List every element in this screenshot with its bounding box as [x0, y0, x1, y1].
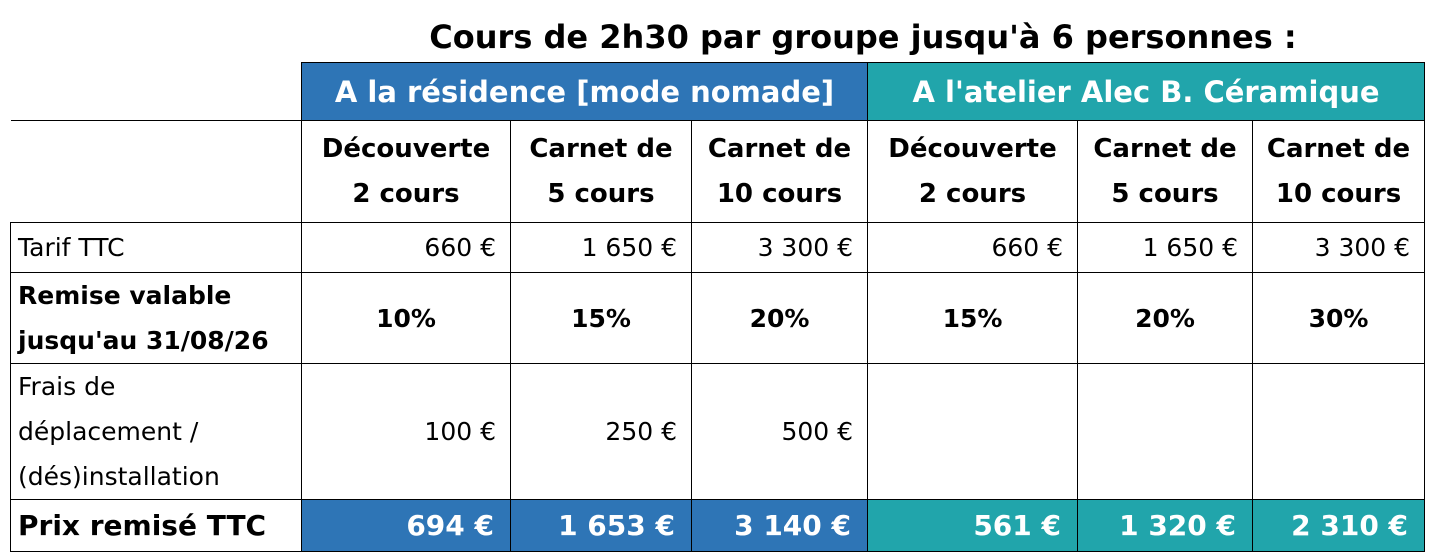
column-header-carnet5-atelier: Carnet de 5 cours [1077, 120, 1254, 223]
row-label-line3: (dés)installation [18, 462, 220, 491]
column-header-line2: 10 cours [716, 178, 843, 209]
column-header-decouverte-atelier: Découverte 2 cours [867, 120, 1079, 223]
cell-frais-value [1077, 363, 1254, 500]
cell-remise-value: 30% [1252, 272, 1426, 364]
row-label-line2: jusqu'au 31/08/26 [18, 326, 269, 355]
column-header-line1: Carnet de [1093, 133, 1237, 164]
cell-remise-value: 20% [690, 272, 869, 364]
column-header-line2: 10 cours [1275, 178, 1402, 209]
column-header-line2: 2 cours [352, 178, 460, 209]
cell-remise-value: 15% [510, 272, 692, 364]
row-label-prix: Prix remisé TTC [10, 499, 302, 552]
column-header-line1: Découverte [888, 133, 1057, 164]
group-header-row: A la résidence [mode nomade] A l'atelier… [10, 62, 1426, 121]
cell-prix-value: 694 € [301, 499, 511, 552]
row-label-frais: Frais de déplacement / (dés)installation [10, 363, 302, 500]
row-label-tarif: Tarif TTC [10, 222, 302, 273]
empty-label-cell [10, 120, 302, 223]
cell-frais-value: 500 € [690, 363, 869, 500]
row-label-line2: déplacement / [18, 417, 199, 446]
cell-prix-value: 1 653 € [510, 499, 692, 552]
column-header-carnet5-residence: Carnet de 5 cours [510, 120, 692, 223]
cell-tarif-value: 1 650 € [1077, 222, 1254, 273]
column-header-row: Découverte 2 cours Carnet de 5 cours Carne… [10, 120, 1426, 223]
column-header-line2: 5 cours [547, 178, 655, 209]
cell-remise-value: 20% [1077, 272, 1254, 364]
page-title: Cours de 2h30 par groupe jusqu'à 6 perso… [429, 18, 1297, 56]
row-label-line1: Remise valable [18, 281, 232, 310]
cell-frais-value: 100 € [301, 363, 511, 500]
column-header-line2: 2 cours [918, 178, 1027, 209]
cell-frais-value [1252, 363, 1426, 500]
column-header-line1: Découverte [321, 133, 491, 164]
row-frais: Frais de déplacement / (dés)installation 1… [10, 363, 1426, 500]
row-tarif: Tarif TTC 660 € 1 650 € 3 300 € 660 € 1 … [10, 222, 1426, 273]
row-prix-remise: Prix remisé TTC 694 € 1 653 € 3 140 € 56… [10, 499, 1426, 552]
cell-prix-value: 561 € [867, 499, 1079, 552]
cell-prix-value: 2 310 € [1252, 499, 1426, 552]
column-header-line1: Carnet de [707, 133, 852, 164]
row-label-line1: Frais de [18, 372, 116, 401]
group-header-atelier: A l'atelier Alec B. Céramique [867, 62, 1426, 121]
cell-tarif-value: 3 300 € [690, 222, 869, 273]
column-header-carnet10-residence: Carnet de 10 cours [690, 120, 869, 223]
row-label-remise: Remise valable jusqu'au 31/08/26 [10, 272, 302, 364]
cell-prix-value: 1 320 € [1077, 499, 1254, 552]
column-header-line1: Carnet de [1266, 133, 1411, 164]
cell-frais-value [867, 363, 1079, 500]
column-header-line2: 5 cours [1111, 178, 1219, 209]
cell-frais-value: 250 € [510, 363, 692, 500]
cell-tarif-value: 660 € [301, 222, 511, 273]
group-header-residence: A la résidence [mode nomade] [300, 62, 869, 121]
cell-tarif-value: 3 300 € [1252, 222, 1426, 273]
cell-prix-value: 3 140 € [690, 499, 869, 552]
column-header-carnet10-atelier: Carnet de 10 cours [1252, 120, 1426, 223]
cell-tarif-value: 660 € [867, 222, 1079, 273]
cell-remise-value: 15% [867, 272, 1079, 364]
cell-remise-value: 10% [301, 272, 511, 364]
row-remise: Remise valable jusqu'au 31/08/26 10% 15% … [10, 272, 1426, 364]
empty-corner-cell [10, 62, 302, 121]
column-header-decouverte-residence: Découverte 2 cours [301, 120, 511, 223]
cell-tarif-value: 1 650 € [510, 222, 692, 273]
column-header-line1: Carnet de [529, 133, 673, 164]
pricing-table: A la résidence [mode nomade] A l'atelier… [10, 62, 1426, 552]
